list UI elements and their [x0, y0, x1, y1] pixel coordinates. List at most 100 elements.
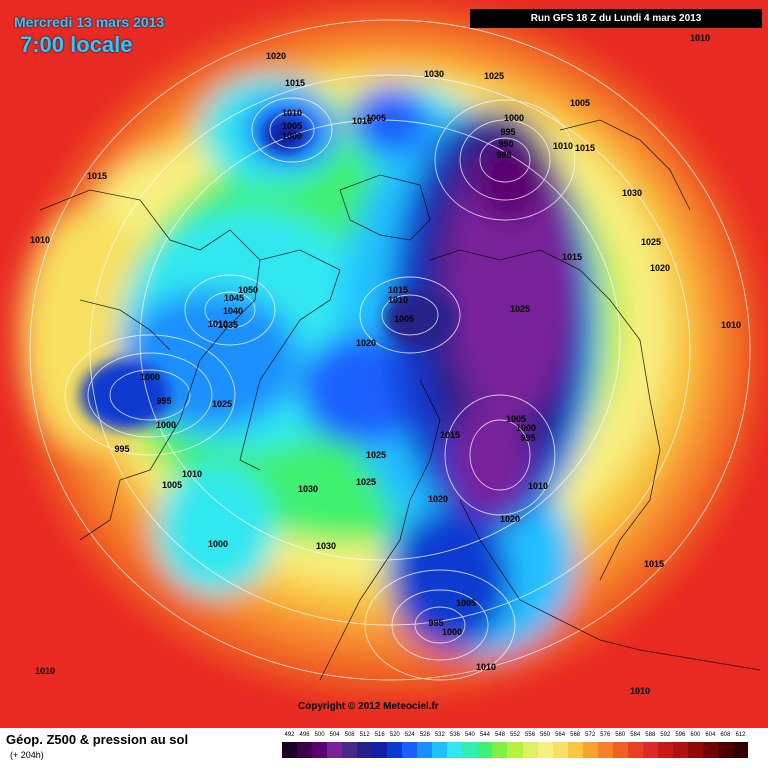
isobar-label: 1000 [207, 539, 229, 549]
color-scale-swatch [402, 742, 418, 758]
isobar-label: 1030 [315, 541, 337, 551]
isobar-label: 1015 [439, 430, 461, 440]
isobar-label: 995 [428, 618, 444, 628]
color-scale-swatch [672, 742, 688, 758]
isobar-label: 1010 [281, 108, 303, 118]
color-scale-value: 568 [570, 732, 581, 738]
isobar-label: 1010 [720, 320, 742, 330]
isobar-label: 985 [496, 150, 512, 160]
isobar-label: 1005 [505, 414, 527, 424]
color-scale-value: 564 [555, 732, 566, 738]
color-scale-value: 584 [630, 732, 641, 738]
color-scale-swatch [282, 742, 298, 758]
isobar-label: 1015 [643, 559, 665, 569]
color-scale-swatch [327, 742, 343, 758]
isobar-label: 1015 [574, 143, 596, 153]
color-scale-swatch [582, 742, 598, 758]
copyright-text: Copyright © 2012 Meteociel.fr [298, 701, 439, 712]
color-scale-value: 600 [690, 732, 701, 738]
forecast-date: Mercredi 13 mars 2013 [14, 14, 165, 30]
isobar-label: 990 [498, 139, 514, 149]
color-scale-value: 540 [464, 732, 475, 738]
color-scale-swatch [372, 742, 388, 758]
isobar-label: 995 [520, 433, 536, 443]
isobar-label: 1015 [561, 252, 583, 262]
color-scale-value: 544 [479, 732, 490, 738]
color-scale-value: 548 [494, 732, 505, 738]
color-scale-value: 556 [525, 732, 536, 738]
color-scale-swatch [417, 742, 433, 758]
color-scale-swatch [687, 742, 703, 758]
color-scale-swatch [537, 742, 553, 758]
color-scale-value: 608 [720, 732, 731, 738]
isobar-label: 1010 [689, 33, 711, 43]
color-scale-value: 552 [509, 732, 521, 738]
color-scale-value: 588 [645, 732, 656, 738]
color-scale-value: 496 [299, 732, 310, 738]
color-scale-swatch [657, 742, 673, 758]
color-scale-swatch [717, 742, 733, 758]
isobar-label: 1015 [284, 78, 306, 88]
color-scale-value: 520 [389, 732, 400, 738]
isobar-label: 1000 [503, 113, 525, 123]
geopotential-field [0, 0, 768, 728]
isobar-label: 1000 [155, 420, 177, 430]
color-scale-swatch [552, 742, 568, 758]
isobar-label: 1015 [86, 171, 108, 181]
isobar-label: 1005 [281, 121, 303, 131]
isobar-label: 1025 [483, 71, 505, 81]
isobar-label: 1040 [222, 306, 244, 316]
isobar-label: 1025 [211, 399, 233, 409]
isobar-label: 995 [114, 444, 130, 454]
isobar-label: 1050 [237, 285, 259, 295]
isobar-label: 1010 [387, 295, 409, 305]
color-scale-swatch [387, 742, 403, 758]
isobar-label: 1030 [621, 188, 643, 198]
isobar-label: 1000 [441, 627, 463, 637]
isobar-label: 1010 [351, 116, 373, 126]
isobar-label: 1030 [423, 69, 445, 79]
isobar-label: 1005 [161, 480, 183, 490]
color-scale-value: 492 [284, 732, 295, 738]
color-scale-swatch [297, 742, 313, 758]
color-scale-swatch [462, 742, 478, 758]
isobar-label: 1010 [29, 235, 51, 245]
isobar-label: 1010 [552, 141, 574, 151]
legend-subtitle: (+ 204h) [10, 750, 44, 760]
isobar-label: 1020 [499, 514, 521, 524]
color-scale [282, 742, 748, 758]
color-scale-value: 532 [434, 732, 445, 738]
color-scale-swatch [732, 742, 748, 758]
color-scale-value: 500 [314, 732, 325, 738]
color-scale-swatch [477, 742, 493, 758]
color-scale-value: 504 [329, 732, 340, 738]
isobar-label: 1010 [629, 686, 651, 696]
color-scale-swatch [357, 742, 373, 758]
isobar-label: 1025 [509, 304, 531, 314]
isobar-label: 1030 [297, 484, 319, 494]
isobar-label: 1010 [34, 666, 56, 676]
isobar-label: 1035 [217, 320, 239, 330]
color-scale-labels: 492 496 500 504 508 512 516 520 524 528 532 536 540 5… [282, 732, 748, 742]
isobar-label: 1020 [265, 51, 287, 61]
color-scale-value: 592 [660, 732, 671, 738]
isobar-label: 1020 [355, 338, 377, 348]
isobar-label: 995 [156, 396, 172, 406]
color-scale-swatch [522, 742, 538, 758]
isobar-label: 1010 [527, 481, 549, 491]
color-scale-swatch [432, 742, 448, 758]
color-scale-value: 528 [419, 732, 430, 738]
isobar-label: 1010 [181, 469, 203, 479]
color-scale-value: 612 [735, 732, 746, 738]
isobar-label: 1020 [427, 494, 449, 504]
color-scale-value: 536 [449, 732, 460, 738]
isobar-label: 1045 [223, 293, 245, 303]
isobar-label: 1025 [640, 237, 662, 247]
color-scale-value: 580 [615, 732, 626, 738]
color-scale-swatch [342, 742, 358, 758]
color-scale-value: 516 [374, 732, 385, 738]
legend-footer: Géop. Z500 & pression au sol (+ 204h) 49… [0, 728, 768, 768]
color-scale-swatch [627, 742, 643, 758]
isobar-label: 1000 [515, 423, 537, 433]
